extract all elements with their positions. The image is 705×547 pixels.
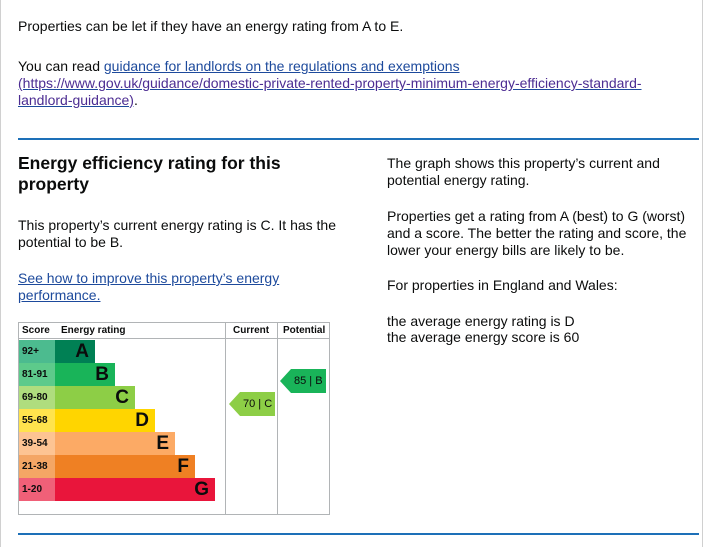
rating-scale-description: Properties get a rating from A (best) to… xyxy=(387,208,687,258)
frame-left-border xyxy=(0,0,1,547)
band-letter-b: B xyxy=(95,364,109,385)
band-bar-e: E xyxy=(55,432,175,455)
guidance-link-text: guidance for landlords on the regulation… xyxy=(103,58,460,74)
band-bar-d: D xyxy=(55,409,155,432)
column-divider-potential xyxy=(277,323,278,514)
current-rating-arrow-polygon xyxy=(229,391,275,416)
section-title: Energy efficiency rating for this proper… xyxy=(18,153,281,194)
band-bar-b: B xyxy=(55,363,115,386)
current-rating-arrow-shape xyxy=(229,391,275,416)
current-rating-arrow-label: 70 | C xyxy=(243,397,273,410)
header-current: Current xyxy=(233,325,270,336)
header-score: Score xyxy=(22,325,50,336)
energy-rating-chart: Score Energy rating Current Potential 92… xyxy=(18,322,330,515)
potential-rating-arrow-label: 85 | B xyxy=(294,374,323,387)
section-divider-top xyxy=(18,138,699,140)
column-divider-current xyxy=(225,323,226,514)
band-bar-f: F xyxy=(55,455,195,478)
header-divider xyxy=(19,338,329,339)
band-score-a: 92+ xyxy=(19,340,55,363)
current-rating-text: This property’s current energy rating is… xyxy=(18,217,336,250)
guidance-prefix: You can read xyxy=(18,58,104,74)
band-letter-g: G xyxy=(194,479,209,500)
band-letter-d: D xyxy=(135,410,149,431)
potential-rating-arrow: 85 | B xyxy=(280,368,326,393)
header-energy-rating: Energy rating xyxy=(61,325,126,336)
section-divider-bottom xyxy=(18,533,699,535)
band-letter-f: F xyxy=(177,456,189,477)
average-score-text: the average energy score is 60 xyxy=(387,329,580,345)
average-rating-text: the average energy rating is D xyxy=(387,313,575,329)
guidance-paragraph: You can read guidance for landlords on t… xyxy=(18,58,678,109)
band-score-e: 39-54 xyxy=(19,432,55,455)
potential-rating-arrow-shape xyxy=(280,368,326,393)
band-letter-c: C xyxy=(115,387,129,408)
guidance-link-url: (https://www.gov.uk/guidance/domestic-pr… xyxy=(18,75,642,108)
band-bar-a: A xyxy=(55,340,95,363)
band-score-g: 1-20 xyxy=(19,478,55,501)
band-score-b: 81-91 xyxy=(19,363,55,386)
band-score-d: 55-68 xyxy=(19,409,55,432)
band-score-c: 69-80 xyxy=(19,386,55,409)
guidance-suffix: . xyxy=(133,92,138,108)
band-bar-g: G xyxy=(55,478,215,501)
region-text: For properties in England and Wales: xyxy=(387,277,618,293)
improve-paragraph: See how to improve this property’s energ… xyxy=(18,270,318,304)
graph-description: The graph shows this property’s current … xyxy=(387,155,660,188)
guidance-link[interactable]: guidance for landlords on the regulation… xyxy=(18,58,642,108)
current-rating-arrow: 70 | C xyxy=(229,391,275,416)
let-rule-text: Properties can be let if they have an en… xyxy=(18,18,404,34)
header-potential: Potential xyxy=(283,325,326,336)
band-score-f: 21-38 xyxy=(19,455,55,478)
frame-right-border xyxy=(702,0,703,547)
band-letter-e: E xyxy=(156,433,169,454)
improve-link[interactable]: See how to improve this property’s energ… xyxy=(18,270,280,303)
band-letter-a: A xyxy=(75,341,89,362)
potential-rating-arrow-polygon xyxy=(280,368,326,393)
band-bar-c: C xyxy=(55,386,135,409)
